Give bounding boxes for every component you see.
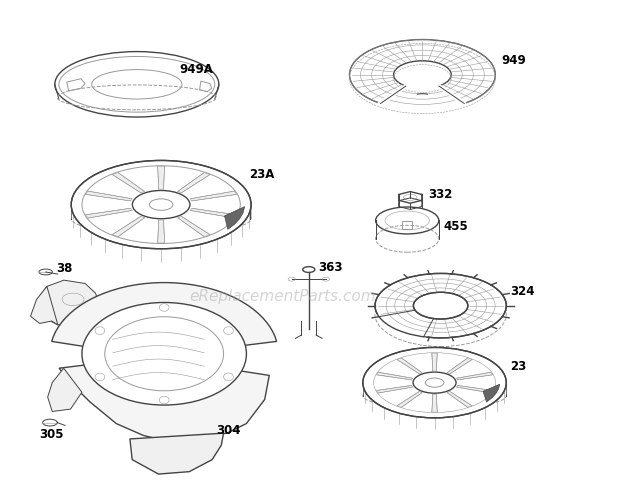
Polygon shape: [190, 191, 237, 201]
Text: eReplacementParts.com: eReplacementParts.com: [189, 289, 376, 303]
Polygon shape: [30, 286, 58, 325]
Text: 23A: 23A: [249, 168, 275, 181]
Ellipse shape: [414, 292, 468, 319]
Text: 363: 363: [318, 261, 342, 273]
Polygon shape: [447, 391, 472, 408]
Text: 37: 37: [61, 318, 77, 331]
Polygon shape: [130, 433, 224, 474]
Polygon shape: [190, 208, 237, 218]
Polygon shape: [51, 283, 277, 439]
Polygon shape: [224, 207, 245, 229]
Text: 305: 305: [40, 428, 64, 440]
Polygon shape: [38, 280, 99, 325]
Ellipse shape: [363, 348, 507, 418]
Polygon shape: [432, 394, 437, 412]
Polygon shape: [86, 191, 132, 201]
Ellipse shape: [71, 161, 251, 249]
Text: 949: 949: [502, 54, 526, 67]
Text: 332: 332: [428, 189, 453, 201]
Polygon shape: [178, 172, 210, 193]
Polygon shape: [112, 217, 144, 237]
Polygon shape: [376, 385, 413, 393]
Text: 23: 23: [510, 360, 527, 373]
Polygon shape: [48, 368, 82, 411]
Polygon shape: [456, 372, 493, 380]
Polygon shape: [157, 166, 165, 189]
Polygon shape: [447, 358, 472, 374]
Ellipse shape: [82, 302, 246, 405]
Polygon shape: [397, 391, 422, 408]
Text: 949A: 949A: [179, 63, 213, 77]
Polygon shape: [483, 384, 500, 402]
Text: 38: 38: [56, 262, 73, 275]
Polygon shape: [112, 172, 144, 193]
Polygon shape: [432, 353, 437, 371]
Polygon shape: [397, 358, 422, 374]
Polygon shape: [157, 220, 165, 243]
Polygon shape: [178, 217, 210, 237]
Polygon shape: [86, 208, 132, 218]
Ellipse shape: [376, 207, 439, 234]
Ellipse shape: [375, 273, 507, 338]
Polygon shape: [456, 385, 493, 393]
Text: 455: 455: [444, 220, 469, 233]
Text: 324: 324: [510, 285, 535, 298]
Polygon shape: [376, 372, 413, 380]
Text: 304: 304: [216, 424, 241, 437]
